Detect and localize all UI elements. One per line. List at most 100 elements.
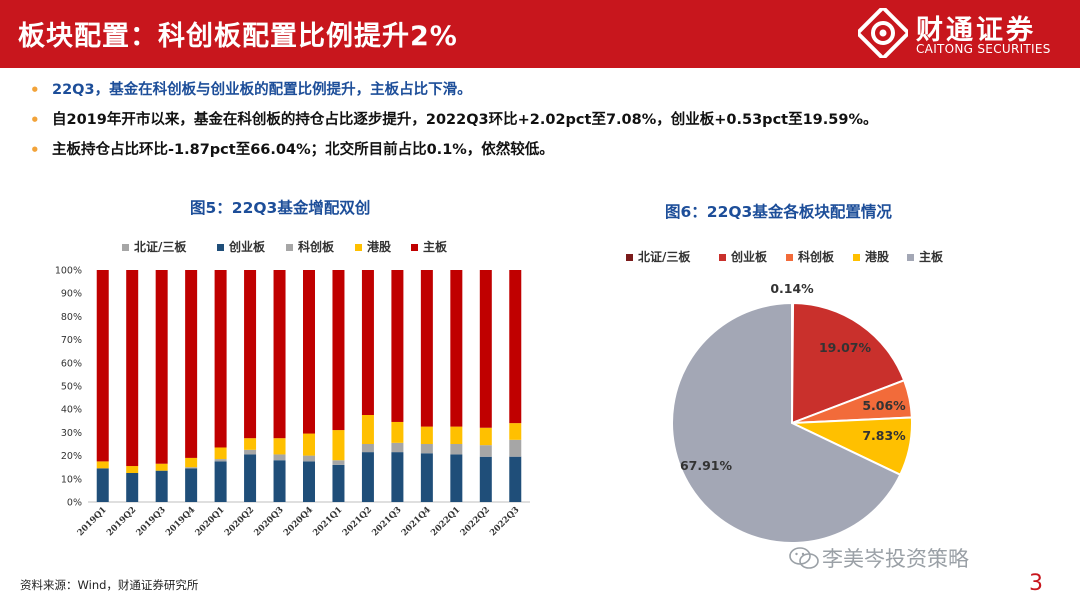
bar-segment bbox=[214, 461, 227, 502]
bar-segment bbox=[303, 455, 315, 462]
bar-segment bbox=[126, 270, 139, 467]
bar-segment bbox=[244, 449, 257, 455]
legend-swatch bbox=[355, 244, 362, 251]
bar-segment bbox=[244, 270, 257, 439]
pie-data-label: 5.06% bbox=[862, 398, 906, 413]
bar-segment bbox=[361, 444, 374, 453]
legend-swatch bbox=[286, 244, 293, 251]
bullet-dot-icon: • bbox=[30, 81, 40, 99]
bar-segment bbox=[273, 438, 286, 455]
bullet-item: • 自2019年开市以来，基金在科创板的持仓占比逐步提升，2022Q3环比+2.0… bbox=[30, 108, 1060, 138]
legend-label: 港股 bbox=[865, 249, 890, 264]
bullet-list: • 22Q3，基金在科创板与创业板的配置比例提升，主板占比下滑。 • 自2019年开… bbox=[30, 78, 1060, 168]
legend-label: 创业板 bbox=[228, 239, 266, 254]
legend-label: 主板 bbox=[423, 239, 448, 254]
legend-swatch bbox=[786, 254, 793, 261]
bar-segment bbox=[420, 426, 433, 444]
bar-segment bbox=[391, 452, 404, 502]
bar-segment bbox=[509, 423, 522, 440]
legend-swatch bbox=[626, 254, 633, 261]
bar-segment bbox=[450, 444, 463, 455]
brand-name-en: CAITONG SECURITIES bbox=[916, 42, 1051, 56]
brand-name: 财通证券 bbox=[916, 15, 1036, 46]
x-tick-label: 2022Q3 bbox=[488, 505, 521, 538]
bar-segment bbox=[479, 270, 492, 428]
bar-segment bbox=[303, 270, 315, 434]
legend-label: 北证/三板 bbox=[638, 249, 691, 264]
bar-segment bbox=[126, 466, 139, 473]
pie-data-label: 67.91% bbox=[680, 458, 733, 473]
pie-data-label: 0.14% bbox=[770, 281, 814, 296]
wechat-icon bbox=[789, 547, 819, 569]
bar-segment bbox=[479, 445, 492, 457]
bar-segment bbox=[214, 270, 227, 448]
y-tick-label: 60% bbox=[61, 358, 82, 369]
bullet-item: • 22Q3，基金在科创板与创业板的配置比例提升，主板占比下滑。 bbox=[30, 78, 1060, 108]
bar-segment bbox=[509, 439, 522, 457]
bar-segment bbox=[361, 415, 374, 444]
page-number: 3 bbox=[1029, 571, 1043, 596]
x-tick-label: 2020Q2 bbox=[223, 505, 256, 538]
bar-segment bbox=[185, 468, 198, 502]
legend-swatch bbox=[719, 254, 726, 261]
bar-segment bbox=[332, 270, 345, 431]
bar-segment bbox=[244, 454, 257, 502]
x-tick-label: 2021Q1 bbox=[311, 505, 344, 538]
x-tick-label: 2019Q1 bbox=[76, 505, 109, 538]
bar-segment bbox=[479, 456, 492, 502]
x-tick-label: 2020Q3 bbox=[252, 505, 285, 538]
bar-segment bbox=[244, 438, 257, 450]
source-note: 资料来源：Wind，财通证券研究所 bbox=[20, 578, 199, 592]
bar-segment bbox=[332, 430, 345, 461]
bar-segment bbox=[479, 427, 492, 446]
x-tick-label: 2020Q1 bbox=[193, 505, 226, 538]
bar-segment bbox=[96, 461, 109, 469]
pie-slice bbox=[671, 301, 902, 544]
legend-label: 北证/三板 bbox=[134, 239, 187, 254]
x-tick-label: 2021Q2 bbox=[341, 505, 374, 538]
bullet-dot-icon: • bbox=[30, 111, 40, 129]
bar-segment bbox=[420, 270, 433, 427]
bar-segment bbox=[155, 463, 168, 471]
pie-data-label: 19.07% bbox=[819, 340, 872, 355]
y-tick-label: 70% bbox=[61, 335, 82, 346]
x-tick-label: 2019Q2 bbox=[105, 505, 138, 538]
bar-segment bbox=[214, 447, 227, 460]
bar-segment bbox=[332, 464, 345, 502]
bar-segment bbox=[273, 454, 286, 461]
x-tick-label: 2022Q2 bbox=[459, 505, 492, 538]
bullet-item: • 主板持仓占比环比-1.87pct至66.04%；北交所目前占比0.1%，依然较… bbox=[30, 138, 1060, 168]
legend-label: 主板 bbox=[919, 249, 944, 264]
chart5-title: 图5：22Q3基金增配双创 bbox=[190, 199, 371, 217]
bar-segment bbox=[185, 467, 198, 469]
bar-segment bbox=[509, 270, 522, 424]
bar-segment bbox=[361, 452, 374, 502]
y-tick-label: 0% bbox=[67, 498, 82, 509]
chart6-title: 图6：22Q3基金各板块配置情况 bbox=[665, 203, 892, 221]
bar-segment bbox=[155, 470, 168, 502]
legend-label: 创业板 bbox=[730, 249, 768, 264]
y-tick-label: 40% bbox=[61, 405, 82, 416]
caitong-logo-icon bbox=[858, 8, 908, 58]
bar-segment bbox=[273, 460, 286, 502]
header-bar: 板块配置：科创板配置比例提升2% 财通证券 CAITONG SECURITIES bbox=[0, 0, 1080, 68]
bar-segment bbox=[509, 456, 522, 457]
legend-swatch bbox=[217, 244, 224, 251]
x-tick-label: 2022Q1 bbox=[429, 505, 462, 538]
bar-segment bbox=[96, 468, 109, 502]
bar-segment bbox=[391, 270, 404, 422]
bar-segment bbox=[420, 453, 433, 502]
y-tick-label: 50% bbox=[61, 382, 82, 393]
legend-label: 科创板 bbox=[798, 249, 835, 264]
bar-segment bbox=[332, 460, 345, 465]
y-tick-label: 20% bbox=[61, 451, 82, 462]
bar-segment bbox=[361, 270, 374, 415]
bar-segment bbox=[303, 433, 315, 456]
legend-label: 科创板 bbox=[298, 239, 335, 254]
legend-swatch bbox=[411, 244, 418, 251]
page-title: 板块配置：科创板配置比例提升2% bbox=[18, 21, 458, 52]
bar-segment bbox=[303, 461, 315, 502]
bar-segment bbox=[450, 454, 463, 502]
x-tick-label: 2020Q4 bbox=[282, 505, 315, 538]
